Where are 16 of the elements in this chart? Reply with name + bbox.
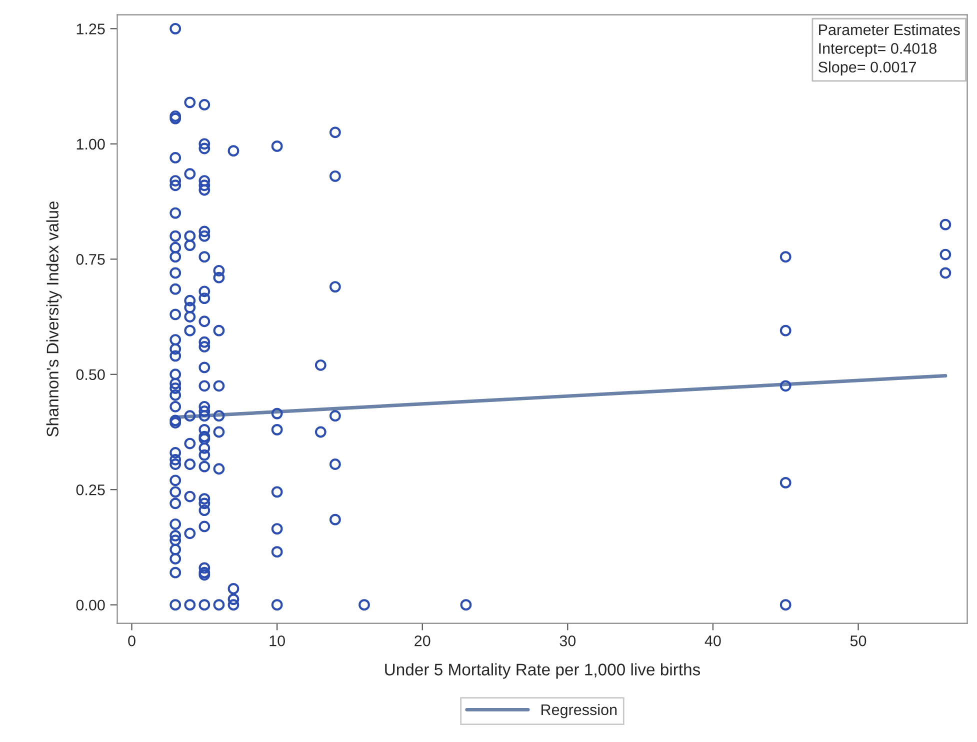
x-tick-label: 30	[560, 635, 576, 646]
x-axis-title: Under 5 Mortality Rate per 1,000 live births	[385, 663, 700, 679]
x-tick-label: 20	[414, 635, 430, 646]
y-tick-label: 0.50	[76, 369, 105, 380]
y-tick-label: 0.25	[76, 484, 105, 496]
x-tick-label: 0	[128, 635, 136, 646]
y-tick-label: 1.25	[76, 24, 105, 34]
annotation: Parameter Estimates Intercept= 0.4018 Slope= 0.0017	[818, 24, 960, 76]
x-tick-label: 40	[704, 635, 721, 646]
x-tick-label: 50	[850, 635, 866, 646]
y-tick-label: 1.00	[76, 138, 105, 150]
y-tick-label: 0.75	[76, 254, 105, 265]
x-tick-label: 10	[270, 635, 285, 646]
y-tick-label: 0.00	[76, 600, 105, 611]
legend-label: Regression	[542, 704, 617, 718]
y-axis-title: Shannon's Diversity Index value	[46, 201, 62, 437]
